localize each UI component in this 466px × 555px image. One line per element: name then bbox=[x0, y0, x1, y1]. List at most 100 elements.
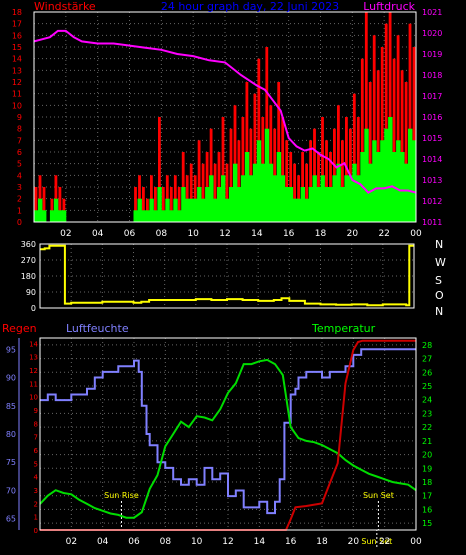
wind-bar bbox=[201, 198, 206, 222]
humidity-tick-label: 80 bbox=[6, 430, 16, 439]
gust-bar bbox=[150, 175, 153, 222]
direction-tick-label: 360 bbox=[21, 240, 36, 249]
gust-bar bbox=[309, 140, 312, 222]
sun-annotation: Sun Rise bbox=[104, 491, 139, 500]
wind-bar bbox=[320, 175, 325, 222]
x-tick-label: 10 bbox=[187, 229, 199, 239]
rain-tick-label: 13 bbox=[29, 354, 38, 362]
temperature-tick-label: 27 bbox=[422, 355, 432, 364]
wind-bar bbox=[205, 187, 210, 222]
gust-bar bbox=[376, 70, 380, 222]
wind-bar bbox=[328, 187, 333, 222]
wind-tick-label: 6 bbox=[17, 148, 22, 157]
wind-bar bbox=[312, 175, 317, 222]
gust-bar bbox=[368, 82, 372, 222]
gust-bar bbox=[400, 70, 404, 222]
wind-bar bbox=[161, 210, 166, 222]
wind-bar bbox=[268, 163, 274, 222]
wind-bar bbox=[380, 140, 385, 222]
temperature-tick-label: 21 bbox=[422, 437, 432, 446]
gust-bar bbox=[360, 58, 364, 223]
wind-tick-label: 10 bbox=[12, 101, 22, 110]
rain-tick-label: 11 bbox=[29, 380, 38, 388]
wind-bar bbox=[49, 210, 55, 222]
wind-tick-label: 8 bbox=[17, 125, 22, 134]
wind-bar bbox=[356, 175, 361, 222]
gust-bar bbox=[297, 175, 300, 222]
rain-tick-label: 7 bbox=[34, 434, 38, 442]
pressure-tick-label: 1015 bbox=[422, 134, 442, 143]
axis-ticks: 02 04 06 08 10 12 14 16 18 20 22 001516171819202122… bbox=[6, 338, 432, 547]
temperature-tick-label: 24 bbox=[422, 396, 432, 405]
wind-bar bbox=[340, 187, 345, 222]
rain-tick-label: 5 bbox=[34, 460, 38, 468]
wind-tick-label: 7 bbox=[17, 136, 22, 145]
pressure-tick-label: 1011 bbox=[422, 218, 442, 227]
compass-label: W bbox=[435, 256, 446, 269]
wind-bar bbox=[300, 187, 305, 222]
humidity-tick-label: 90 bbox=[6, 374, 16, 383]
wind-bar bbox=[376, 152, 381, 222]
wind-bar bbox=[221, 175, 226, 222]
compass-label: O bbox=[435, 289, 444, 302]
rain-tick-label: 8 bbox=[34, 420, 38, 428]
wind-bar bbox=[137, 198, 142, 222]
x-tick-label: 22 bbox=[379, 537, 390, 547]
temperature-tick-label: 16 bbox=[422, 505, 432, 514]
temperature-tick-label: 19 bbox=[422, 464, 432, 473]
gust-bar bbox=[154, 187, 157, 222]
wind-tick-label: 5 bbox=[17, 160, 22, 169]
wind-tick-label: 16 bbox=[12, 31, 22, 40]
gust-bar bbox=[173, 175, 177, 222]
rain-tick-label: 2 bbox=[34, 500, 38, 508]
wind-bar bbox=[233, 163, 238, 222]
wind-bar bbox=[42, 210, 47, 222]
gust-bar bbox=[392, 58, 396, 223]
gust-bar bbox=[352, 93, 356, 222]
x-tick-label: 08 bbox=[156, 229, 168, 239]
gust-bar bbox=[269, 105, 273, 222]
wind-bar bbox=[316, 187, 321, 222]
wind-bar bbox=[324, 187, 329, 222]
gust-bar bbox=[221, 117, 225, 222]
wind-bar bbox=[225, 198, 230, 222]
wind-bar bbox=[264, 128, 270, 222]
x-tick-label: 06 bbox=[124, 229, 136, 239]
gust-bar bbox=[404, 82, 408, 222]
wind-tick-label: 13 bbox=[12, 66, 22, 75]
pressure-tick-label: 1014 bbox=[422, 155, 442, 164]
temperature-tick-label: 26 bbox=[422, 368, 432, 377]
wind-bar bbox=[181, 187, 186, 222]
wind-bar bbox=[404, 163, 409, 222]
wind-bar bbox=[217, 187, 222, 222]
wind-tick-label: 1 bbox=[17, 206, 22, 215]
wind-bar bbox=[209, 175, 214, 222]
wind-bar bbox=[57, 210, 63, 222]
wind-bar bbox=[197, 187, 202, 222]
wind-bar bbox=[384, 128, 389, 222]
compass-label: S bbox=[435, 274, 442, 287]
temperature-tick-label: 17 bbox=[422, 492, 432, 501]
gust-bar bbox=[161, 187, 165, 222]
sun-annotation: Sun Set bbox=[363, 491, 394, 500]
x-tick-label: 18 bbox=[316, 537, 328, 547]
wind-bar bbox=[276, 152, 282, 222]
gust-bar bbox=[201, 163, 205, 222]
temperature-tick-label: 18 bbox=[422, 478, 432, 487]
temperature-tick-label: 15 bbox=[422, 519, 432, 528]
wind-bar bbox=[296, 198, 301, 222]
compass-label: N bbox=[435, 238, 443, 251]
gust-bar bbox=[305, 163, 308, 222]
x-tick-label: 08 bbox=[160, 537, 172, 547]
wind-bar bbox=[53, 198, 59, 222]
compass-label: N bbox=[435, 305, 443, 318]
x-tick-label: 14 bbox=[251, 229, 263, 239]
gust-bar bbox=[197, 140, 201, 222]
gust-bar bbox=[169, 187, 173, 222]
rain-tick-label: 4 bbox=[34, 474, 39, 482]
chart-frame bbox=[33, 11, 417, 223]
axis-ticks: 02 04 06 08 10 12 14 16 18 20 22 000123456789101112… bbox=[12, 8, 443, 239]
